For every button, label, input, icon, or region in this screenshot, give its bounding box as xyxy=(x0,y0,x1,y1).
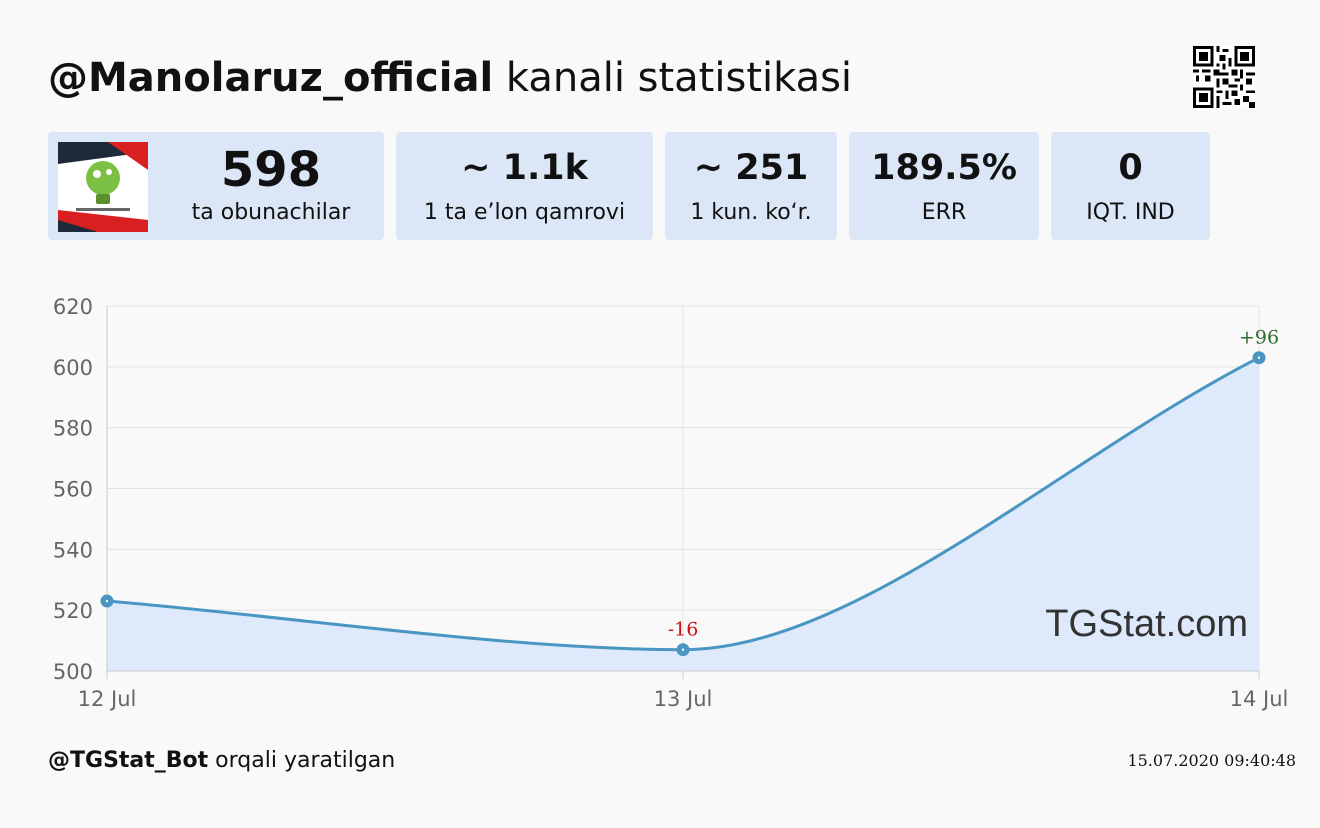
stat-card-reach: ~ 1.1k 1 ta e’lon qamrovi xyxy=(396,132,653,240)
y-tick-label: 540 xyxy=(53,538,93,562)
credit-suffix: orqali yaratilgan xyxy=(208,748,396,773)
y-tick-label: 580 xyxy=(53,417,93,441)
y-tick-label: 560 xyxy=(53,478,93,502)
stat-value: ~ 1.1k xyxy=(461,148,588,188)
page-title: @Manolaruz_official kanali statistikasi xyxy=(48,48,852,108)
data-point-center xyxy=(105,599,109,603)
y-tick-label: 500 xyxy=(53,660,93,684)
data-label: +96 xyxy=(1239,327,1279,349)
x-tick-label: 14 Jul xyxy=(1230,687,1289,711)
stat-label: IQT. IND xyxy=(1086,200,1175,225)
footer-credit: @TGStat_Bot orqali yaratilgan xyxy=(48,746,395,776)
stat-value: 189.5% xyxy=(871,148,1017,188)
data-point-center xyxy=(681,648,685,651)
stat-label: ta obunachilar xyxy=(191,200,351,225)
generated-timestamp: 15.07.2020 09:40:48 xyxy=(1127,751,1296,770)
channel-avatar xyxy=(58,142,148,232)
data-point-center xyxy=(1257,356,1261,359)
bot-handle: @TGStat_Bot xyxy=(48,748,209,773)
stat-value: 598 xyxy=(220,142,322,198)
y-tick-label: 520 xyxy=(53,599,93,623)
y-tick-label: 600 xyxy=(53,356,93,380)
data-label: -16 xyxy=(668,619,699,641)
stat-card-err: 189.5% ERR xyxy=(849,132,1039,240)
title-suffix: kanali statistikasi xyxy=(493,55,853,101)
stat-label: 1 ta e’lon qamrovi xyxy=(423,200,626,225)
channel-handle: @Manolaruz_official xyxy=(48,55,494,101)
stat-value: 0 xyxy=(1118,148,1143,188)
watermark: TGStat.com xyxy=(1045,603,1248,645)
chart-axes: 500 520 540 560 580 600 620 12 Jul 13 Jul 14 Jul xyxy=(53,295,1288,711)
x-tick-label: 12 Jul xyxy=(78,687,137,711)
subscribers-line-chart: TGStat.com 500 520 540 560 580 600 620 12 Jul 13… xyxy=(53,295,1288,711)
stat-value: ~ 251 xyxy=(693,148,809,188)
stat-label: ERR xyxy=(921,200,967,225)
x-tick-label: 13 Jul xyxy=(654,687,713,711)
stat-card-subscribers: 598 ta obunachilar xyxy=(48,132,384,240)
area-fill xyxy=(107,357,1259,671)
chart-points: -16 +96 xyxy=(100,327,1279,657)
stat-card-citation-index: 0 IQT. IND xyxy=(1051,132,1210,240)
y-tick-label: 620 xyxy=(53,295,93,319)
qr-code-icon xyxy=(1193,46,1255,108)
stat-label: 1 kun. ko‘r. xyxy=(690,200,812,225)
stat-card-daily-views: ~ 251 1 kun. ko‘r. xyxy=(665,132,837,240)
